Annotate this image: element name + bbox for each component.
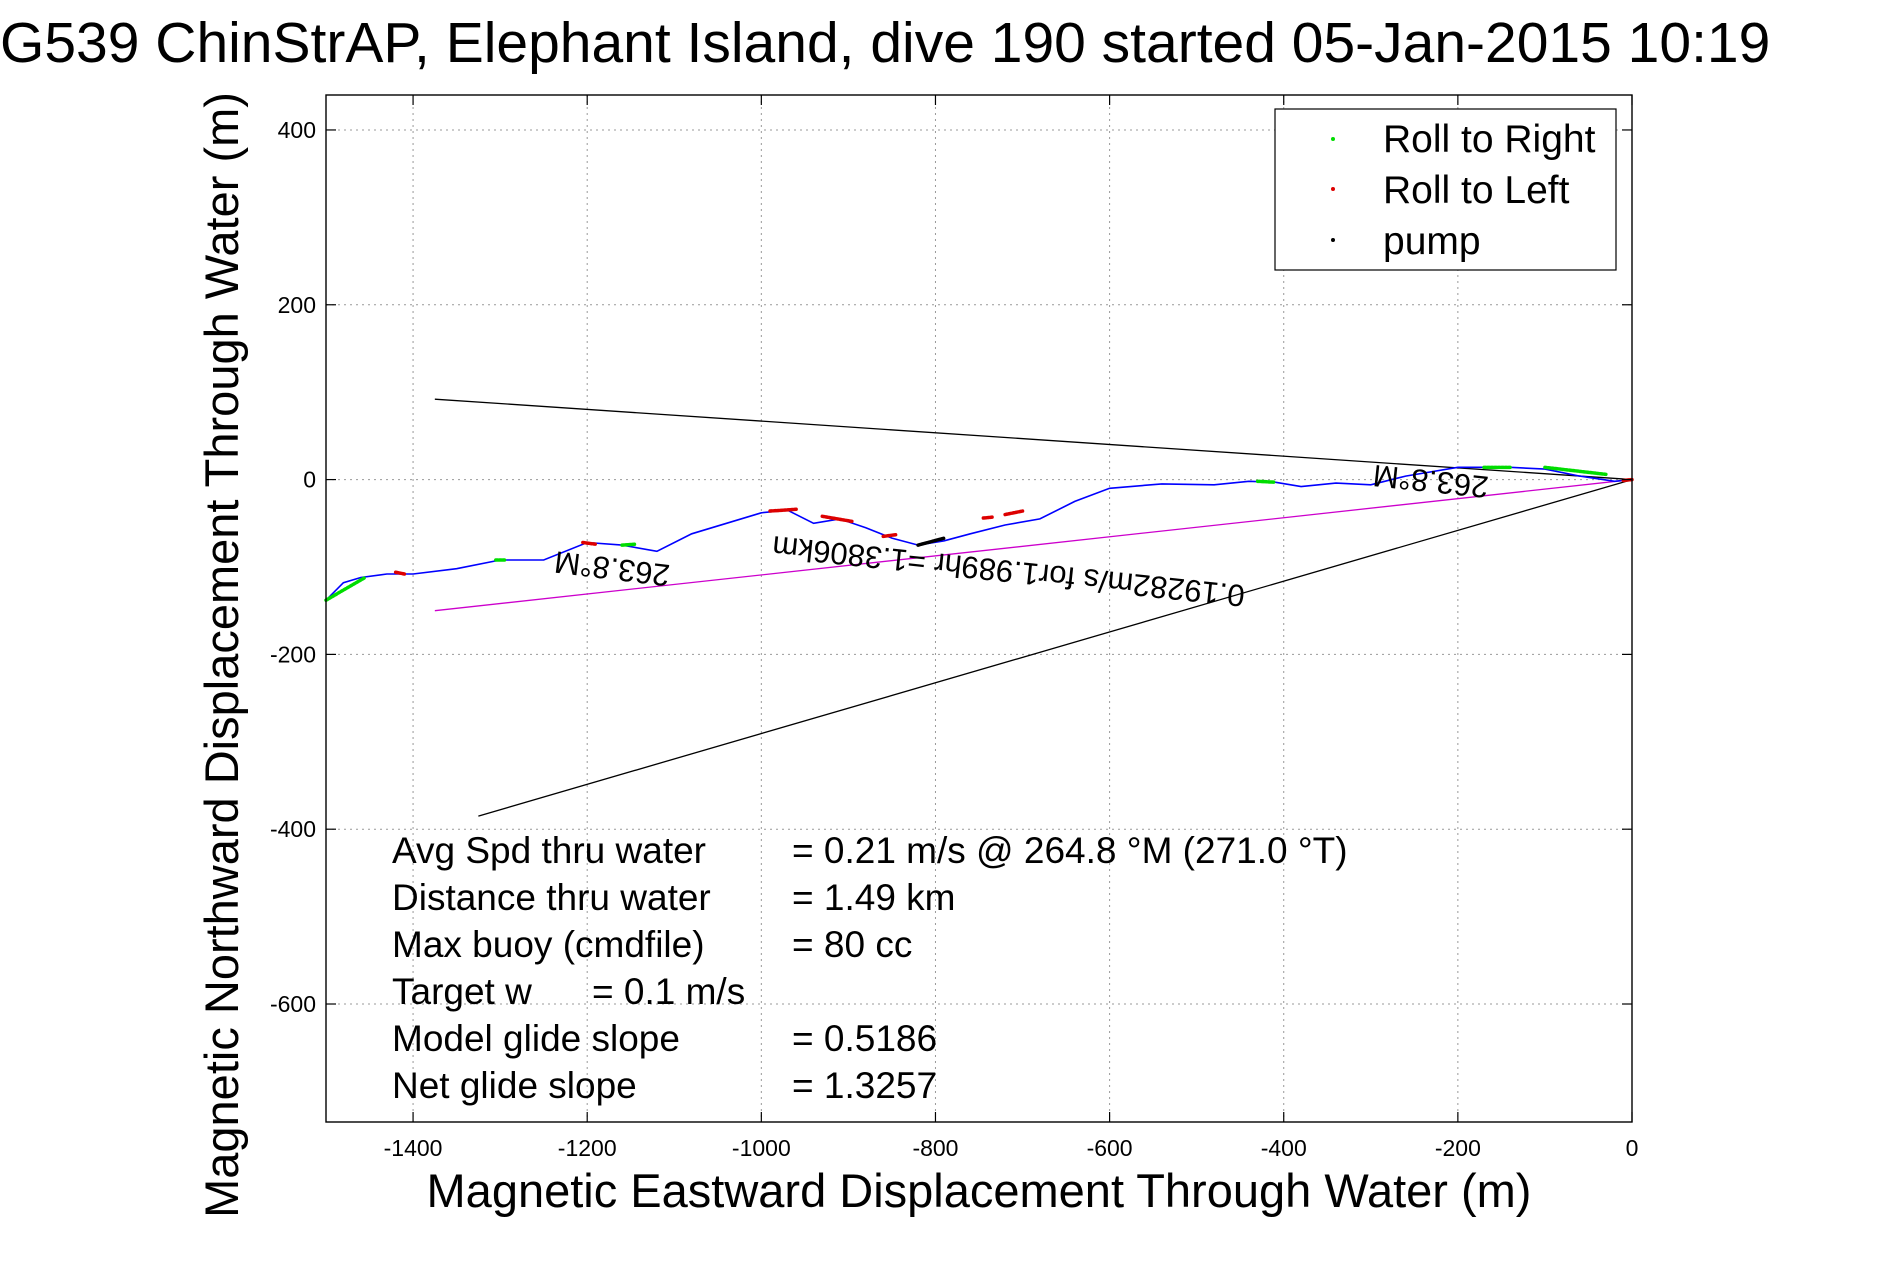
stat-value: = 0.21 m/s @ 264.8 °M (271.0 °T) bbox=[792, 830, 1348, 871]
pump-segment bbox=[916, 536, 946, 547]
stat-value: = 80 cc bbox=[792, 924, 912, 965]
legend: Roll to Right Roll to Left pump bbox=[1274, 108, 1617, 271]
legend-marker-roll-left bbox=[1331, 187, 1335, 191]
x-axis-label: Magnetic Eastward Displacement Through W… bbox=[427, 1164, 1532, 1217]
x-tick-label: -1200 bbox=[558, 1135, 617, 1161]
roll-right-segment bbox=[1543, 465, 1608, 477]
stat-label: Net glide slope bbox=[392, 1065, 637, 1106]
roll-right-segment bbox=[620, 542, 637, 547]
x-tick-label: -800 bbox=[912, 1135, 958, 1161]
roll-left-segment bbox=[881, 532, 899, 539]
roll-left-segment bbox=[393, 570, 407, 576]
roll-right-markers bbox=[324, 465, 1608, 602]
reference-line bbox=[434, 478, 1633, 612]
stat-label: Target w bbox=[392, 971, 532, 1012]
stat-label: Max buoy (cmdfile) bbox=[392, 924, 705, 965]
x-tick-label: -200 bbox=[1435, 1135, 1481, 1161]
x-tick-label: -600 bbox=[1087, 1135, 1133, 1161]
roll-left-segment bbox=[981, 515, 994, 520]
x-tick-label: -1000 bbox=[732, 1135, 791, 1161]
stat-label: Model glide slope bbox=[392, 1018, 680, 1059]
roll-left-segment bbox=[768, 507, 798, 513]
roll-right-segment bbox=[324, 575, 367, 602]
stat-value: = 0.1 m/s bbox=[592, 971, 745, 1012]
reference-line bbox=[434, 398, 1633, 481]
y-axis-label: Magnetic Northward Displacement Through … bbox=[195, 92, 248, 1218]
stat-label: Distance thru water bbox=[392, 877, 711, 918]
roll-left-segment bbox=[820, 514, 855, 524]
roll-left-segment bbox=[1003, 509, 1025, 517]
grid bbox=[326, 95, 1632, 1122]
legend-label-roll-right: Roll to Right bbox=[1383, 118, 1596, 161]
roll-left-segment bbox=[581, 540, 598, 547]
stat-value: = 0.5186 bbox=[792, 1018, 937, 1059]
legend-label-roll-left: Roll to Left bbox=[1383, 169, 1570, 212]
x-tick-label: -400 bbox=[1261, 1135, 1307, 1161]
pump-markers bbox=[916, 536, 946, 547]
y-tick-label: -600 bbox=[270, 991, 316, 1017]
chart-title: G539 ChinStrAP, Elephant Island, dive 19… bbox=[0, 11, 1770, 75]
legend-marker-roll-right bbox=[1331, 137, 1335, 141]
roll-left-markers bbox=[393, 477, 1634, 576]
x-tick-label: 0 bbox=[1626, 1135, 1639, 1161]
stats-block: Avg Spd thru water = 0.21 m/s @ 264.8 °M … bbox=[392, 830, 1348, 1106]
legend-label-pump: pump bbox=[1383, 220, 1481, 263]
stat-value: = 1.3257 bbox=[792, 1065, 937, 1106]
y-tick-label: 200 bbox=[278, 292, 316, 318]
y-axis: 400 200 0 -200 -400 -600 bbox=[270, 117, 1632, 1017]
y-tick-label: 0 bbox=[303, 467, 316, 493]
x-axis: -1400 -1200 -1000 -800 -600 -400 -200 0 bbox=[384, 95, 1639, 1161]
y-tick-label: -400 bbox=[270, 816, 316, 842]
plot-frame bbox=[325, 94, 1633, 1123]
y-tick-label: -200 bbox=[270, 641, 316, 667]
y-tick-label: 400 bbox=[278, 117, 316, 143]
legend-marker-pump bbox=[1331, 238, 1335, 242]
roll-right-segment bbox=[1255, 479, 1277, 484]
stat-value: = 1.49 km bbox=[792, 877, 956, 918]
reference-line bbox=[478, 478, 1633, 817]
stat-label: Avg Spd thru water bbox=[392, 830, 706, 871]
reference-lines bbox=[434, 398, 1633, 817]
x-tick-label: -1400 bbox=[384, 1135, 443, 1161]
